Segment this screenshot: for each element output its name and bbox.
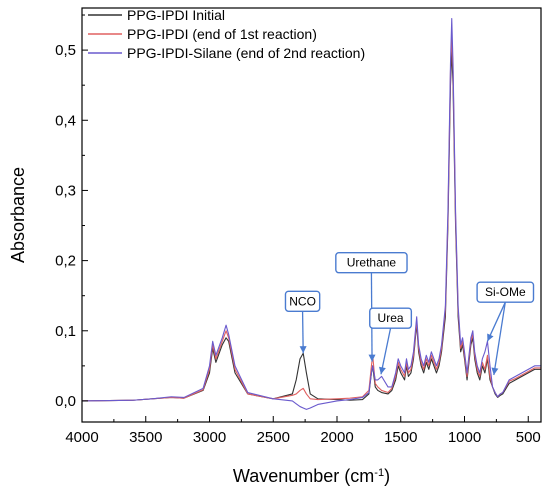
series-line-3: [82, 17, 541, 410]
annotation-arrowhead: [368, 354, 376, 362]
annotation-nco: NCO: [284, 290, 321, 354]
annotation-urethane: Urethane: [335, 252, 408, 362]
annotation-urea: Urea: [369, 307, 413, 375]
x-tick-label: 3000: [193, 429, 226, 446]
annotation-si-ome: Si-OMe: [476, 281, 535, 376]
annotation-layer: NCO Urethane Urea Si-OMe: [284, 252, 535, 376]
x-tick-label: 1500: [384, 429, 417, 446]
x-tick-label: 2500: [257, 429, 290, 446]
annotation-arrowhead: [487, 333, 494, 342]
series-line-2: [82, 35, 541, 402]
legend-label: PPG-IPDI (end of 1st reaction): [127, 26, 317, 42]
annotation-box: [476, 281, 535, 303]
annotation-label: Urethane: [347, 256, 397, 270]
annotation-label: Si-OMe: [485, 285, 526, 299]
x-tick-label: 3500: [129, 429, 162, 446]
y-axis: 0,0 0,1 0,2 0,3 0,4 0,5: [55, 14, 88, 410]
x-axis-title-main: Wavenumber (cm: [233, 466, 374, 486]
y-tick-label: 0,5: [55, 42, 76, 59]
legend: PPG-IPDI Initial PPG-IPDI (end of 1st rea…: [88, 7, 365, 61]
y-tick-label: 0,3: [55, 182, 76, 199]
annotation-arrow: [486, 301, 506, 342]
annotation-arrowhead: [491, 367, 499, 375]
series-layer: [82, 17, 541, 410]
x-tick-label: 1000: [448, 429, 481, 446]
x-tick-label: 500: [516, 429, 541, 446]
annotation-arrowhead: [299, 346, 307, 354]
legend-label: PPG-IPDI Initial: [127, 7, 225, 23]
y-axis-title: Absorbance: [8, 167, 28, 263]
x-tick-label: 2000: [320, 429, 353, 446]
legend-label: PPG-IPDI-Silane (end of 2nd reaction): [127, 45, 365, 61]
plot-frame: [81, 7, 542, 423]
y-tick-label: 0,2: [55, 253, 76, 270]
annotation-box: [335, 252, 408, 274]
annotation-box: [284, 290, 321, 313]
annotation-label: NCO: [289, 294, 316, 308]
y-tick-label: 0,4: [55, 112, 76, 129]
x-axis-title: Wavenumber (cm-1): [233, 466, 390, 486]
x-tick-label: 4000: [65, 429, 98, 446]
series-line-1: [82, 49, 541, 402]
x-axis-title-superscript: -1: [374, 467, 384, 479]
annotation-arrowhead: [378, 366, 386, 375]
annotation-arrow: [493, 302, 506, 376]
x-axis-title-end: ): [384, 466, 390, 486]
x-axis: 4000 3500 3000 2500 2000 1500 1000 500: [65, 416, 541, 446]
annotation-arrow: [380, 328, 392, 375]
annotation-label: Urea: [378, 311, 404, 325]
y-tick-label: 0,1: [55, 323, 76, 340]
y-tick-label: 0,0: [55, 393, 76, 410]
annotation-box: [369, 307, 413, 329]
